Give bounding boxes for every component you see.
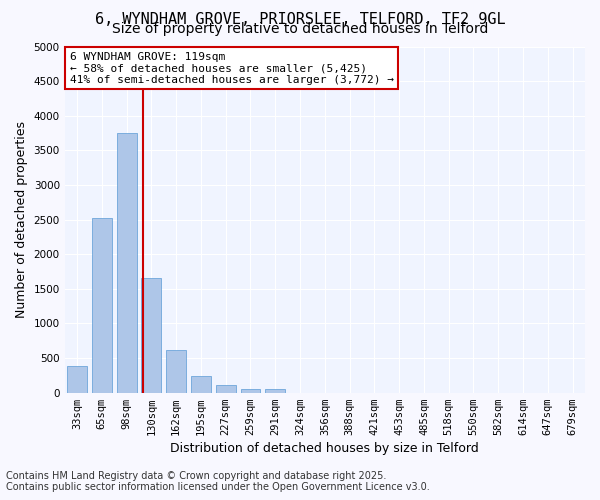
Bar xyxy=(166,350,186,393)
Text: 6, WYNDHAM GROVE, PRIORSLEE, TELFORD, TF2 9GL: 6, WYNDHAM GROVE, PRIORSLEE, TELFORD, TF… xyxy=(95,12,505,28)
Bar xyxy=(216,386,236,392)
Text: Contains HM Land Registry data © Crown copyright and database right 2025.
Contai: Contains HM Land Registry data © Crown c… xyxy=(6,471,430,492)
Bar xyxy=(117,133,137,392)
Bar xyxy=(67,366,87,392)
Bar xyxy=(191,376,211,392)
Bar xyxy=(265,389,285,392)
Bar xyxy=(92,218,112,392)
Text: 6 WYNDHAM GROVE: 119sqm
← 58% of detached houses are smaller (5,425)
41% of semi: 6 WYNDHAM GROVE: 119sqm ← 58% of detache… xyxy=(70,52,394,85)
X-axis label: Distribution of detached houses by size in Telford: Distribution of detached houses by size … xyxy=(170,442,479,455)
Text: Size of property relative to detached houses in Telford: Size of property relative to detached ho… xyxy=(112,22,488,36)
Y-axis label: Number of detached properties: Number of detached properties xyxy=(15,121,28,318)
Bar xyxy=(241,388,260,392)
Bar xyxy=(142,278,161,392)
